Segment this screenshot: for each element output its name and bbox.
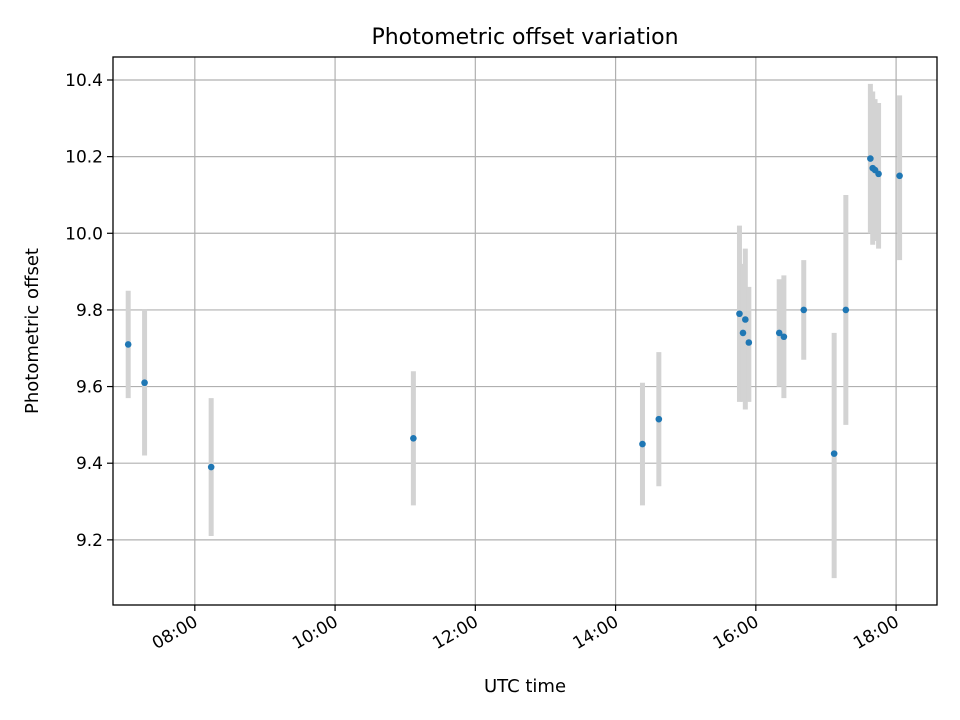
data-point [655,415,663,423]
data-point [736,310,743,318]
y-tick-label: 10.4 [65,71,103,91]
data-point [867,155,874,162]
y-tick-label: 9.6 [76,378,103,398]
y-tick-label: 9.4 [76,454,103,474]
data-point [742,316,749,323]
y-axis-ticks: 9.2 9.4 9.6 9.8 10.0 10.2 10.4 [65,71,113,551]
data-point [800,306,808,314]
y-tick-label: 9.2 [76,531,103,551]
data-point [124,341,132,348]
x-axis-label: UTC time [484,676,566,697]
data-point [875,170,882,178]
data-point [775,329,783,337]
data-point [739,329,747,337]
data-point [745,339,753,346]
data-point [141,379,148,387]
plot-frame [112,56,938,606]
data-point [410,435,417,442]
grid [113,57,937,605]
data-point [842,306,850,314]
data-point [639,440,646,448]
data-point [830,450,838,457]
chart-title: Photometric offset variation [371,25,678,50]
data-point [896,172,903,180]
y-tick-label: 10.0 [65,224,103,244]
data-point [207,463,215,471]
y-tick-label: 9.8 [76,301,103,321]
data-point [780,333,788,341]
y-tick-label: 10.2 [65,148,103,168]
y-axis-label: Photometric offset [22,248,43,414]
data-points [124,155,903,471]
